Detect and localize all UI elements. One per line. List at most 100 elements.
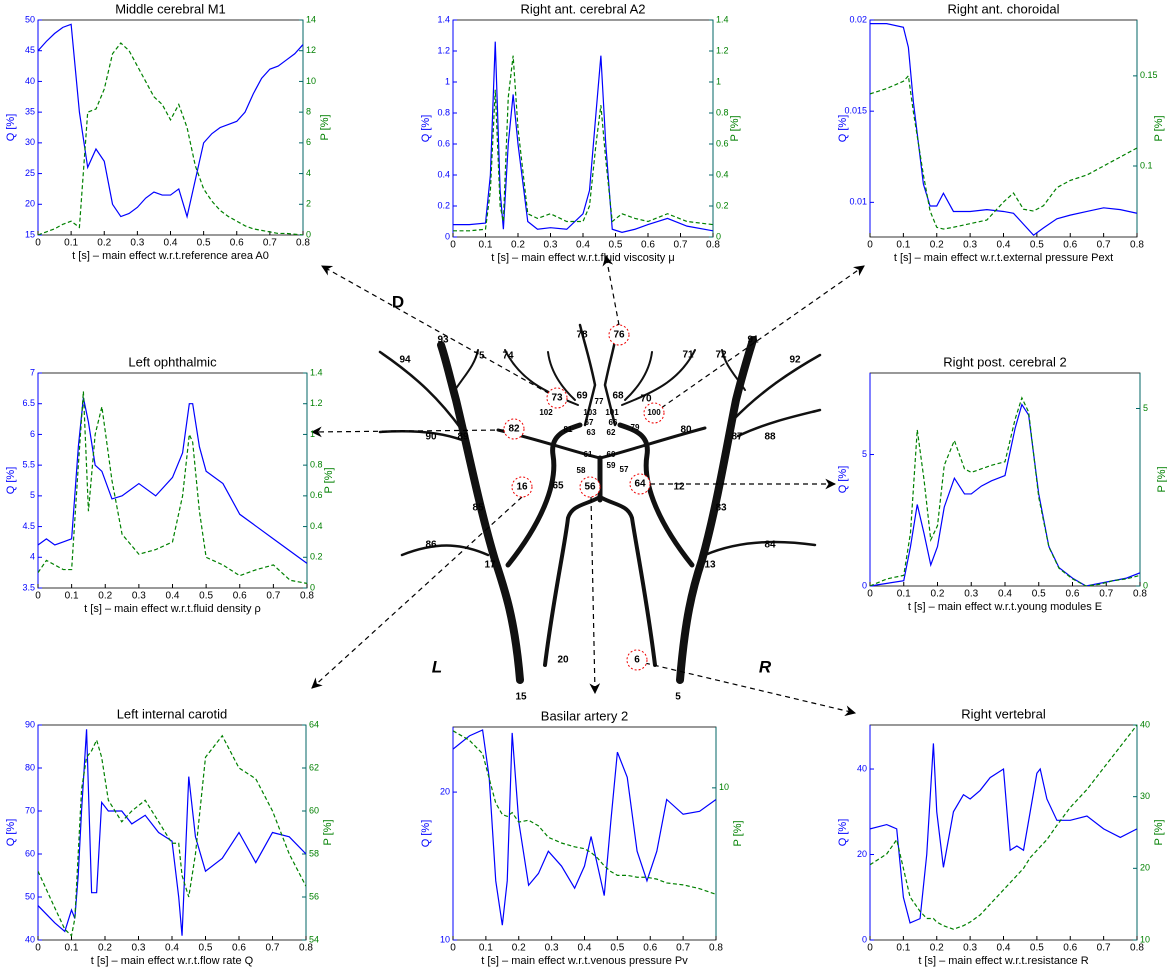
artery-label: 75: [473, 351, 485, 362]
highlight-circle: [643, 402, 665, 424]
y-tick-label: 4.5: [22, 521, 35, 531]
plot-frame: [869, 372, 1141, 587]
y2-tick-label: 10: [719, 782, 729, 792]
y2-tick-label: 0: [1143, 580, 1148, 590]
y2-tick-label: 14: [306, 14, 316, 24]
y-tick-label: 0: [862, 934, 867, 944]
artery-label: 5: [675, 692, 681, 703]
artery-label: 56: [584, 482, 596, 493]
artery-label: 94: [399, 355, 411, 366]
y2-axis-label: P [%]: [323, 467, 335, 493]
highlight-circle: [511, 476, 533, 498]
x-tick-label: 0.8: [1130, 943, 1144, 954]
plot-frame: [37, 19, 304, 236]
x-tick-label: 0.3: [132, 943, 146, 954]
x-tick-label: 0.6: [643, 943, 657, 954]
y2-tick-label: 0.2: [716, 200, 729, 210]
y-tick-label: 50: [25, 891, 35, 901]
x-tick-label: 0.6: [1063, 240, 1077, 251]
artery-label: 73: [551, 393, 563, 404]
x-tick-label: 0.3: [545, 943, 559, 954]
chart: Left internal carotid t [s] – main effect…: [5, 706, 334, 966]
y-tick-label: 5: [30, 490, 35, 500]
x-tick-label: 0.2: [931, 589, 945, 600]
highlight-circle: [626, 649, 648, 671]
artery-label: 13: [704, 560, 716, 571]
y2-tick-label: 30: [1140, 791, 1150, 801]
artery-label: 81: [564, 425, 573, 434]
x-tick-label: 0.6: [233, 591, 247, 602]
x-tick-label: 0: [35, 238, 41, 249]
x-tick-label: 0.1: [479, 943, 493, 954]
x-tick-label: 0.8: [299, 943, 313, 954]
chart-title: Right vertebral: [961, 706, 1046, 721]
x-tick-label: 0.1: [896, 943, 910, 954]
x-tick-label: 0.4: [578, 943, 592, 954]
y2-axis-label: P [%]: [732, 820, 744, 846]
plot-frame: [452, 726, 717, 941]
x-tick-label: 0: [867, 240, 873, 251]
artery-label: 64: [634, 479, 646, 490]
x-tick-label: 0.7: [266, 943, 280, 954]
x-tick-label: 0.4: [997, 240, 1011, 251]
y2-axis-label: P [%]: [729, 115, 741, 141]
x-axis-label: t [s] – main effect w.r.t.external press…: [894, 252, 1113, 264]
chart-title: Right post. cerebral 2: [943, 354, 1067, 369]
artery-label: 82: [508, 424, 520, 435]
artery-label: 77: [595, 397, 604, 406]
y2-axis-label: P [%]: [319, 114, 331, 140]
y-tick-label: 20: [440, 786, 450, 796]
x-tick-label: 0.5: [1030, 943, 1044, 954]
x-tick-label: 0.4: [998, 589, 1012, 600]
y2-tick-label: 20: [1140, 863, 1150, 873]
x-axis-label: t [s] – main effect w.r.t.resistance R: [918, 955, 1088, 967]
y2-axis-label: P [%]: [1153, 819, 1165, 845]
x-tick-label: 0.3: [963, 943, 977, 954]
artery-label: 76: [613, 330, 625, 341]
data-line: [870, 74, 1137, 230]
y2-tick-label: 0: [310, 582, 315, 592]
x-tick-label: 0.1: [65, 591, 79, 602]
x-axis-label: t [s] – main effect w.r.t.fluid density …: [84, 603, 261, 615]
y-tick-label: 25: [25, 168, 35, 178]
x-tick-label: 0.7: [1097, 240, 1111, 251]
y2-tick-label: 64: [309, 719, 319, 729]
x-tick-label: 0.8: [1130, 240, 1144, 251]
x-tick-label: 0.8: [709, 943, 723, 954]
x-tick-label: 0.3: [964, 589, 978, 600]
y-tick-label: 90: [25, 719, 35, 729]
chart: Left ophthalmic t [s] – main effect w.r.t…: [5, 354, 335, 614]
artery-label: 74: [502, 351, 514, 362]
y-axis-label: Q [%]: [5, 467, 17, 495]
artery-label: 80: [680, 425, 692, 436]
y-axis-label: Q [%]: [837, 115, 849, 143]
y-tick-label: 3.5: [22, 582, 35, 592]
artery-label: 67: [585, 418, 594, 427]
artery-label: 66: [609, 418, 618, 427]
y2-tick-label: 60: [309, 805, 319, 815]
y-tick-label: 6.5: [22, 398, 35, 408]
y-axis-label: Q [%]: [420, 115, 432, 143]
y-tick-label: 0: [445, 231, 450, 241]
x-tick-label: 0.4: [166, 591, 180, 602]
y-tick-label: 1.2: [437, 45, 450, 55]
artery-label: R: [759, 657, 772, 676]
artery-label: 12: [673, 482, 685, 493]
artery-label: 92: [789, 355, 801, 366]
plot-frame: [37, 724, 307, 941]
y-tick-label: 40: [25, 934, 35, 944]
y-axis-label: Q [%]: [837, 466, 849, 494]
artery-label: 72: [715, 350, 727, 361]
y-tick-label: 0.01: [849, 197, 867, 207]
chart: Right ant. cerebral A2 t [s] – main effec…: [420, 1, 741, 263]
y2-tick-label: 6: [306, 137, 311, 147]
y-tick-label: 10: [440, 934, 450, 944]
x-tick-label: 0.1: [479, 240, 493, 251]
artery-label: 61: [584, 450, 593, 459]
y2-tick-label: 1: [716, 76, 721, 86]
x-tick-label: 0.7: [676, 943, 690, 954]
y-tick-label: 0.015: [844, 106, 867, 116]
highlight-circle: [546, 387, 568, 409]
y2-tick-label: 0.6: [716, 138, 729, 148]
